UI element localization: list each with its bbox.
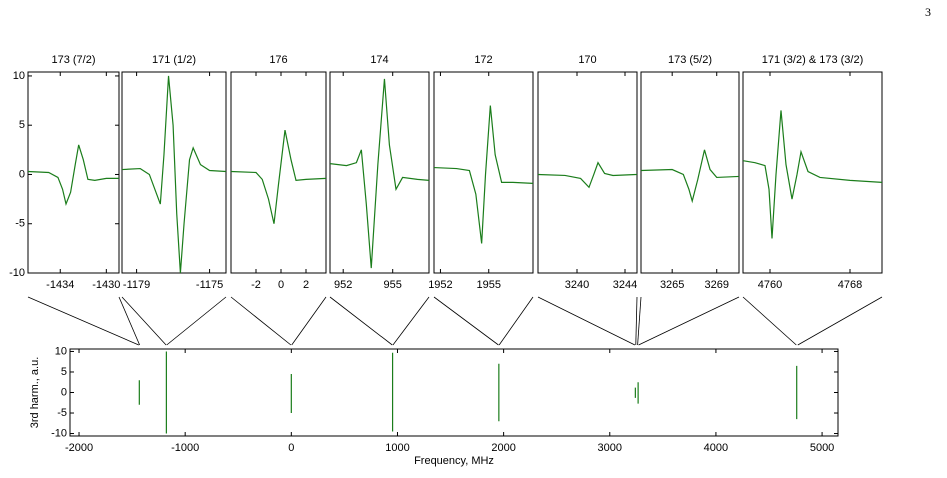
data-line xyxy=(138,351,798,434)
x-tick-label: 3269 xyxy=(704,279,728,291)
panel-title: 171 (3/2) & 173 (3/2) xyxy=(762,54,864,66)
connector xyxy=(291,296,327,346)
y-tick-label: 5 xyxy=(19,119,25,131)
x-tick-label: -1434 xyxy=(46,279,74,291)
x-tick-label: 4760 xyxy=(758,279,782,291)
y-tick-label: 0 xyxy=(19,168,25,180)
connector xyxy=(118,296,141,346)
x-tick-label: -1179 xyxy=(123,279,150,291)
y-tick-label: -10 xyxy=(9,267,25,279)
x-tick-label: 2 xyxy=(303,279,309,291)
y-axis-label: 3rd harm., a.u. xyxy=(29,357,41,429)
plot-frame xyxy=(69,348,839,437)
connector xyxy=(742,296,797,346)
data-line xyxy=(640,149,740,204)
data-line xyxy=(742,110,883,239)
y-tick-label: 10 xyxy=(55,345,67,357)
connector xyxy=(166,296,227,346)
x-tick-label: 1952 xyxy=(428,279,452,291)
x-axis-label: Frequency, MHz xyxy=(414,455,494,467)
panel-title: 174 xyxy=(370,54,388,66)
y-tick-label: -10 xyxy=(51,427,67,439)
x-tick-label: 4768 xyxy=(838,279,862,291)
x-tick-label: 1955 xyxy=(476,279,500,291)
data-line xyxy=(27,144,119,207)
x-tick-label: -1175 xyxy=(196,279,223,291)
x-tick-label: 5000 xyxy=(810,442,834,454)
connector xyxy=(498,296,534,346)
x-tick-label: 3000 xyxy=(598,442,622,454)
plot-frame xyxy=(121,71,227,274)
y-tick-label: -5 xyxy=(15,218,25,230)
x-tick-label: 0 xyxy=(278,279,284,291)
x-tick-label: 2000 xyxy=(491,442,515,454)
plot-frame xyxy=(329,71,430,274)
plot-frame xyxy=(433,71,534,274)
x-tick-label: 3265 xyxy=(660,279,684,291)
x-tick-label: 0 xyxy=(288,442,294,454)
connector xyxy=(637,296,642,346)
panel-title: 173 (7/2) xyxy=(51,54,95,66)
panel-title: 170 xyxy=(578,54,596,66)
connector xyxy=(537,296,636,346)
x-tick-label: -2000 xyxy=(65,442,93,454)
x-tick-label: -1000 xyxy=(171,442,199,454)
panel-title: 173 (5/2) xyxy=(668,54,712,66)
x-tick-label: 3244 xyxy=(613,279,637,291)
x-tick-label: -2 xyxy=(251,279,261,291)
data-line xyxy=(121,75,227,274)
x-tick-label: -1430 xyxy=(92,279,120,291)
data-line xyxy=(230,130,327,224)
data-line xyxy=(329,78,430,269)
plot-frame xyxy=(640,71,740,274)
connector xyxy=(638,296,740,346)
panel-title: 176 xyxy=(269,54,287,66)
connector xyxy=(230,296,292,346)
connector xyxy=(433,296,499,346)
y-tick-label: 10 xyxy=(13,70,25,82)
connector xyxy=(392,296,430,346)
connector xyxy=(121,296,167,346)
y-tick-label: -5 xyxy=(57,407,67,419)
connector xyxy=(797,296,883,346)
data-line xyxy=(433,105,534,244)
x-tick-label: 952 xyxy=(334,279,352,291)
connector xyxy=(27,296,139,346)
plot-frame xyxy=(742,71,883,274)
x-tick-label: 1000 xyxy=(385,442,409,454)
x-tick-label: 955 xyxy=(384,279,402,291)
connector xyxy=(329,296,393,346)
panel-title: 171 (1/2) xyxy=(152,54,196,66)
page-number: 3 xyxy=(925,5,931,19)
x-tick-label: 3240 xyxy=(565,279,589,291)
plot-frame xyxy=(537,71,638,274)
connector xyxy=(635,296,638,346)
x-tick-label: 4000 xyxy=(704,442,728,454)
data-line xyxy=(537,161,638,189)
y-tick-label: 0 xyxy=(61,386,67,398)
y-tick-label: 5 xyxy=(61,366,67,378)
panel-title: 172 xyxy=(474,54,492,66)
